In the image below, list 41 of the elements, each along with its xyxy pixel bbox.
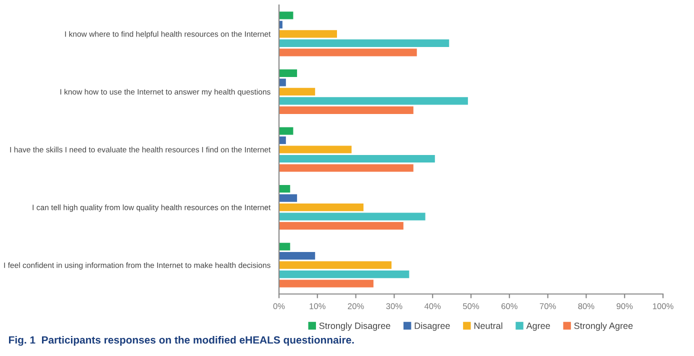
x-tick-label: 40% (424, 303, 441, 310)
legend-label: Disagree (414, 322, 450, 331)
bar (279, 252, 316, 260)
bar (279, 146, 352, 154)
bar (279, 261, 392, 269)
x-tick-label: 100% (652, 303, 674, 310)
x-tick-label: 20% (348, 303, 364, 310)
bar (279, 242, 290, 250)
bar (279, 12, 294, 20)
legend-label: Neutral (474, 322, 502, 329)
x-tick-label: 80% (578, 303, 594, 310)
bar (279, 127, 294, 135)
legend-label: Strongly Disagree (319, 322, 390, 331)
x-tick-label: 50% (462, 303, 480, 310)
x-tick-label: 60% (501, 303, 518, 310)
bar (279, 280, 374, 288)
x-tick-label: 0% (273, 303, 285, 310)
bar (279, 222, 404, 230)
x-tick-label: 70% (540, 303, 556, 310)
bar (279, 154, 435, 163)
bar (279, 39, 450, 47)
caption: Fig. 1 Participants responses on the modified eHEALS questionnaire. (9, 336, 354, 346)
bar (279, 106, 414, 114)
x-tick-label: 30% (386, 303, 402, 310)
bar (279, 69, 298, 77)
legend-label: Agree (526, 322, 550, 331)
bar (279, 136, 286, 144)
bar (279, 88, 316, 96)
x-tick-label: 10% (310, 303, 326, 310)
bar (279, 185, 290, 193)
bar (279, 212, 426, 220)
bar (279, 204, 364, 212)
bar (279, 30, 337, 38)
bar (279, 194, 298, 202)
bar (279, 78, 286, 86)
bar (279, 97, 468, 105)
bar (279, 270, 410, 278)
legend-label: Strongly Agree (574, 322, 633, 331)
bar (279, 164, 414, 172)
bar (279, 48, 417, 56)
x-tick-label: 90% (616, 303, 633, 310)
